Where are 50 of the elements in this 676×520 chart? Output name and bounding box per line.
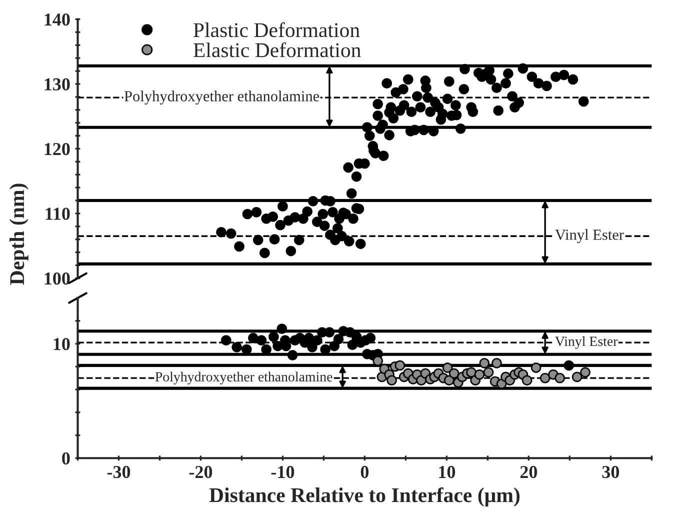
point [256,335,267,346]
x-tick-label: 30 [602,466,620,478]
point [220,335,232,346]
point [474,369,485,380]
legend-label: Elastic Deformation [194,42,361,58]
point [448,368,460,379]
point [365,332,376,344]
point [442,362,453,373]
y-axis-title: Depth (nm) [9,184,28,285]
y-tick-label: 0 [62,452,70,465]
point [287,350,298,360]
point [522,375,532,386]
y-tick-label: 130 [44,78,70,90]
point [483,367,494,378]
point [324,327,335,338]
annotation: Vinyl Ester [555,336,618,349]
y-tick-label: 140 [44,13,70,26]
point [554,372,566,384]
point [540,372,550,384]
y-tick-label: 110 [46,208,70,220]
x-tick-label: 20 [520,466,538,478]
point [492,358,502,368]
point [333,334,344,344]
point [572,372,582,382]
point [232,342,242,352]
point [580,367,590,378]
x-tick-label: -20 [189,466,212,478]
point [268,332,279,342]
legend-label: Plastic Deformation [194,22,360,38]
point [530,362,542,373]
point [564,360,574,371]
point [312,335,322,346]
x-tick-label: -30 [107,466,130,478]
point [307,342,318,352]
point [248,332,258,344]
point [386,375,397,386]
y-tick-label: 10 [54,338,70,350]
point [394,360,406,371]
x-tick-label: -10 [271,466,294,478]
annotation: Polyhydroxyether ethanolamine [155,372,332,384]
x-tick-label: 0 [360,466,369,478]
x-tick-label: 10 [439,466,456,478]
x-axis-title: Distance Relative to Interface (μm) [209,487,520,506]
point [372,356,384,366]
y-tick-label: 120 [44,142,70,156]
point [276,324,288,334]
y-tick-label: 100 [44,272,70,285]
annotation: Vinyl Ester [555,229,624,244]
annotation: Polyhydroxyether ethanolamine [124,90,320,105]
point [479,358,490,368]
